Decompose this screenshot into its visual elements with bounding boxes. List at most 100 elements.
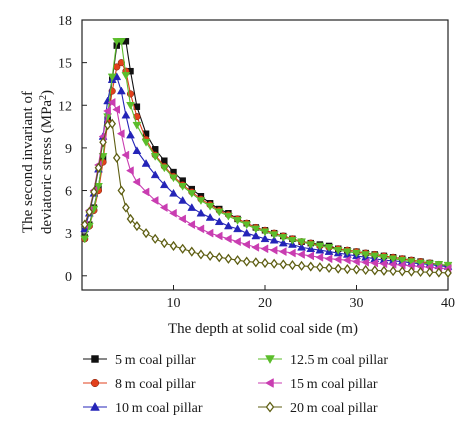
data-point [178,243,187,254]
data-point [187,190,197,198]
data-point [214,217,224,226]
data-point [122,202,130,213]
data-point [108,118,117,129]
data-point [270,258,278,269]
data-point [279,259,288,270]
data-point [233,237,241,247]
data-point [196,208,206,217]
data-point [142,228,150,239]
legend-label: 10 m coal pillar [115,401,203,416]
data-point [265,401,275,413]
data-point [297,250,305,259]
series-4 [80,38,453,270]
data-point [151,233,160,244]
legend-item: 12.5 m coal pillar [258,353,388,368]
data-point [435,267,443,278]
data-point [121,72,131,80]
data-point [342,255,351,265]
data-point [260,244,269,254]
legend-item: 5 m coal pillar [83,353,196,368]
data-point [361,251,371,259]
data-point [159,203,168,213]
data-point [261,257,269,269]
y-tick-label: 3 [65,227,72,242]
data-point [90,401,100,411]
data-point [103,106,111,116]
data-point [352,249,361,258]
data-point [342,248,352,257]
data-point [370,252,380,261]
data-point [288,237,297,245]
data-point [178,214,186,224]
data-point [288,260,297,271]
data-point [205,202,215,211]
data-point [269,235,279,244]
data-point [416,266,425,278]
data-point [260,228,270,237]
data-point [397,256,407,265]
data-point [287,248,296,258]
legend-item: 8 m coal pillar [83,377,196,392]
data-point [389,266,397,277]
data-point [325,262,333,274]
data-point [406,258,416,267]
data-point [214,231,223,241]
legend-item: 15 m coal pillar [258,377,378,392]
data-point [85,206,94,217]
data-point [407,266,416,277]
x-tick-label: 30 [350,296,364,311]
data-point [343,264,352,275]
legend-label: 5 m coal pillar [115,353,196,368]
legend-item: 10 m coal pillar [83,401,203,416]
data-point [306,261,315,272]
data-point [388,255,398,264]
data-point [251,231,261,240]
data-point [269,245,278,255]
data-point [133,220,141,232]
data-point [223,221,233,230]
y-tick-label: 18 [58,14,72,29]
y-axis: 0 3 6 9 12 15 18 [58,14,87,285]
data-point [278,247,287,257]
y-tick-label: 6 [65,185,72,200]
legend-label: 12.5 m coal pillar [290,353,388,368]
data-point [223,212,233,221]
legend-label: 20 m coal pillar [290,401,378,416]
data-point [316,262,324,273]
data-point [398,266,407,277]
data-point [260,234,270,243]
x-axis: 10 20 30 40 [167,285,455,311]
data-point [150,153,160,161]
data-point [187,220,196,230]
data-point [251,225,261,234]
data-point [333,255,342,264]
data-point [242,228,252,237]
data-point [80,235,90,244]
data-point [187,246,196,257]
data-point [224,253,233,264]
data-point [379,254,389,262]
data-point [169,174,178,183]
data-point [265,355,275,365]
data-point [196,197,206,205]
data-point [425,267,434,278]
data-point [251,242,260,252]
data-point [380,265,388,276]
data-point [205,228,214,238]
data-point [252,257,260,268]
data-point [306,251,314,261]
data-point [315,242,325,251]
data-point [141,138,151,147]
data-point [278,238,288,247]
data-point [297,238,307,247]
data-point [370,258,379,268]
data-point [334,263,343,274]
data-point [90,378,100,388]
data-point [215,252,224,263]
data-point [269,231,279,240]
legend-item: 20 m coal pillar [258,401,378,416]
data-point [160,238,169,249]
data-point [116,129,125,139]
x-tick-label: 40 [441,296,455,311]
data-point [121,150,130,160]
